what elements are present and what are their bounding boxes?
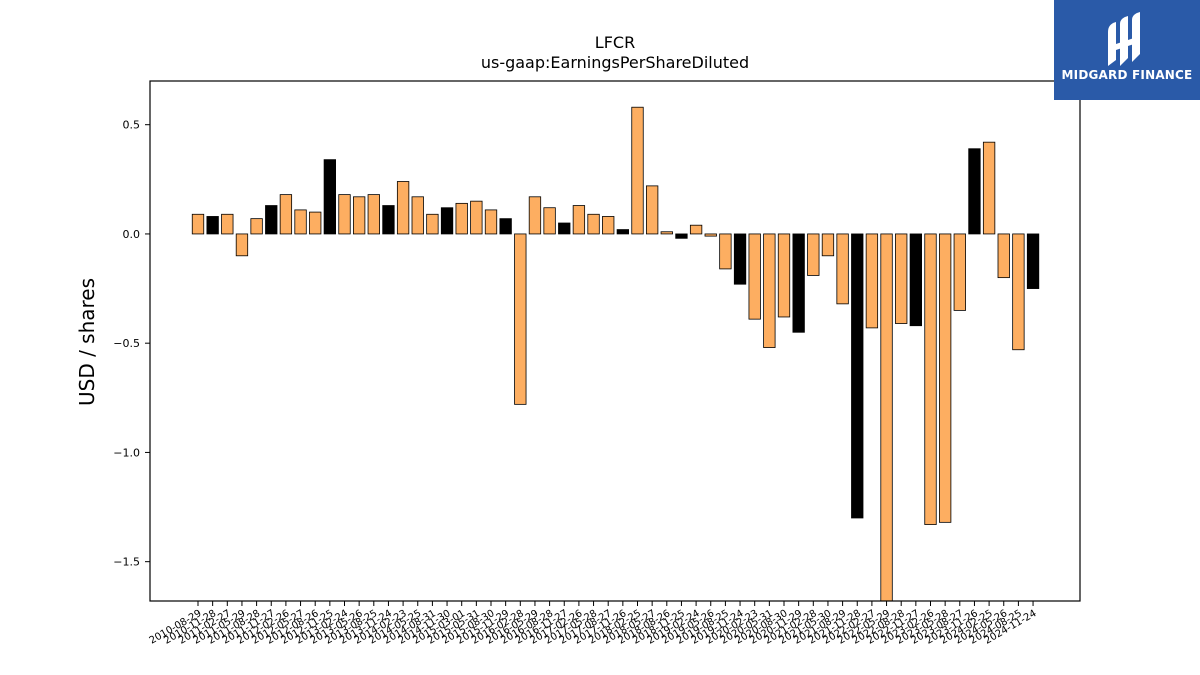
bar-2016-05-29 [528,196,542,235]
bar-2017-08-27 [602,216,615,235]
bar-2013-08-25 [367,194,380,235]
bar-2021-05-30 [821,233,835,257]
bar-2015-03-01 [455,202,468,235]
bar-2021-02-28 [807,233,820,276]
bar-2012-11-25 [323,159,337,235]
bar-2017-05-28 [587,213,600,235]
y-tick-label: −0.5 [113,337,140,350]
bar-2012-05-27 [294,209,307,235]
bar-2018-08-26 [660,231,673,235]
bar-2021-11-28 [851,233,864,519]
bar-2012-08-26 [309,211,322,235]
bar-2015-05-31 [470,200,483,235]
brand-logo: MIDGARD FINANCE [1054,0,1200,100]
bar-2024-02-25 [982,141,996,235]
bar-2011-11-27 [265,205,278,235]
bar-2015-11-29 [499,218,512,235]
bar-2020-08-30 [777,233,791,318]
chart-title: LFCR [595,33,635,52]
bar-2019-08-25 [719,233,732,270]
bar-2018-02-25 [631,106,644,235]
bar-2024-05-26 [997,233,1010,279]
y-tick-label: 0.0 [123,228,141,241]
bar-2019-11-24 [733,233,747,285]
bar-2019-05-26 [704,233,717,237]
bar-2022-11-27 [909,233,922,327]
bar-2013-05-26 [352,196,366,235]
y-axis-ticks: 0.5 0.0 −0.5 −1.0 −1.5 [113,119,150,569]
bar-2015-08-30 [484,209,498,235]
bar-2014-02-23 [396,181,410,235]
bar-2012-02-26 [279,194,293,235]
plot-frame [149,80,1081,602]
bar-2021-08-29 [836,233,849,305]
bar-2013-11-24 [382,205,395,235]
bar-2017-11-26 [616,229,629,235]
bar-2011-02-27 [221,213,234,235]
bar-2022-02-27 [865,233,879,329]
y-axis-label: USD / shares [75,278,99,406]
bar-2020-05-31 [763,233,776,348]
bar-2023-11-26 [968,148,981,235]
bar-2017-02-26 [572,205,586,235]
bar-2024-08-25 [1012,233,1025,351]
bar-2023-08-27 [953,233,966,311]
bar-2023-02-26 [924,233,937,525]
bar-2013-02-24 [338,194,351,235]
midgard-logo-icon [1108,12,1140,66]
bar-2016-08-28 [543,207,556,235]
bar-2010-11-28 [206,216,219,235]
x-axis-ticks: 2010-08-292010-11-282011-02-272011-05-29… [148,601,1039,647]
bar-2022-05-29 [880,233,893,602]
bar-2011-05-29 [235,233,249,257]
bars-group [191,106,1040,602]
bar-2010-08-29 [191,213,205,235]
y-tick-label: −1.5 [113,556,140,569]
y-tick-label: −1.0 [113,446,140,459]
bar-2018-11-25 [675,233,688,239]
bar-2014-11-30 [440,207,454,235]
y-tick-label: 0.5 [123,119,141,132]
bar-2014-08-31 [426,213,439,235]
bar-2016-02-28 [514,233,527,405]
chart-subtitle: us-gaap:EarningsPerShareDiluted [481,53,749,72]
bar-2016-11-27 [558,222,571,235]
bar-2014-05-25 [411,196,424,235]
brand-name: MIDGARD FINANCE [1061,68,1193,82]
bar-2020-02-23 [748,233,761,320]
bar-2024-11-24 [1026,233,1040,289]
bar-2022-08-28 [895,233,908,324]
bar-2018-05-27 [646,185,659,235]
bar-2011-08-28 [250,218,263,235]
bar-2023-05-28 [939,233,952,523]
bar-2020-11-29 [792,233,805,333]
bar-2019-02-24 [689,224,703,235]
